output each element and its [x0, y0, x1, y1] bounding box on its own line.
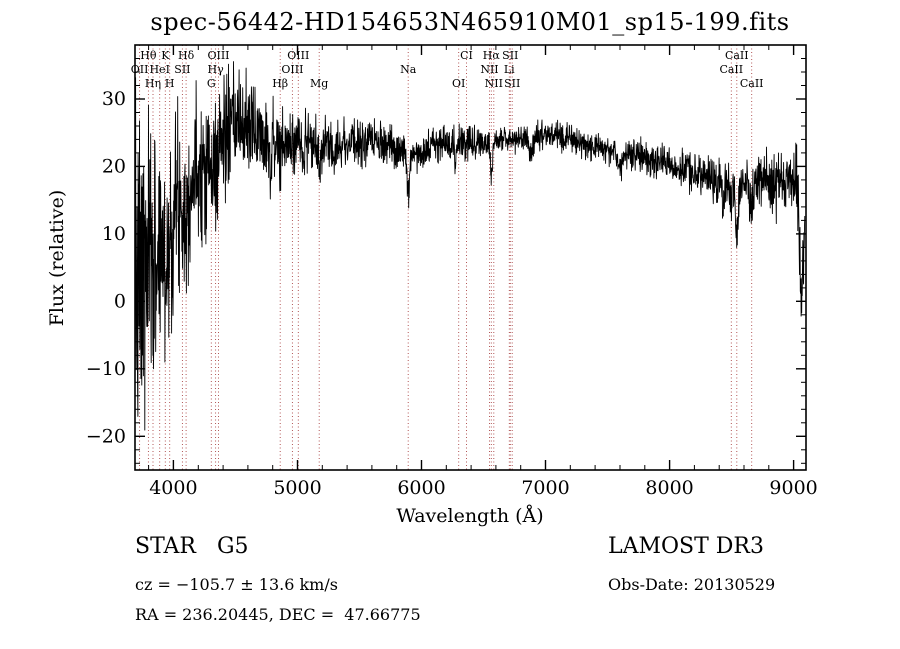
- spectral-line-label: SII: [174, 63, 190, 76]
- spectral-line-label: Hβ: [272, 77, 288, 90]
- spectral-line-label: CaII: [725, 49, 749, 62]
- obs-date-value: Obs-Date: 20130529: [608, 575, 776, 594]
- spectral-line-label: Hθ: [140, 49, 157, 62]
- spectral-line-label: Hδ: [178, 49, 195, 62]
- cz-value: cz = −105.7 ± 13.6 km/s: [135, 575, 338, 594]
- x-tick-label: 9000: [769, 477, 817, 499]
- x-tick-label: 7000: [521, 477, 569, 499]
- spectral-line-label: NII: [480, 63, 498, 76]
- spectrum-trace: [135, 61, 806, 431]
- x-tick-label: 4000: [149, 477, 197, 499]
- y-tick-label: 20: [102, 155, 126, 177]
- y-tick-label: −10: [86, 358, 126, 380]
- plot-title: spec-56442-HD154653N465910M01_sp15-199.f…: [150, 8, 790, 36]
- ra-dec-value: RA = 236.20445, DEC = 47.66775: [135, 605, 421, 624]
- spectral-line-label: K: [161, 49, 170, 62]
- spectral-line-label: OIII: [207, 49, 229, 62]
- spectral-line-label: SII: [502, 49, 518, 62]
- y-tick-label: 10: [102, 223, 126, 245]
- spectral-line-label: H: [165, 77, 175, 90]
- x-tick-label: 8000: [645, 477, 693, 499]
- spectral-line-label: Mg: [310, 77, 328, 90]
- spectral-line-label: OIII: [281, 63, 303, 76]
- x-axis-label: Wavelength (Å): [396, 505, 544, 527]
- spectral-line-label: CI: [460, 49, 473, 62]
- spectral-line-label: Hη: [145, 77, 161, 90]
- y-axis-label: Flux (relative): [46, 189, 68, 327]
- survey-label: LAMOST DR3: [608, 534, 764, 559]
- object-class-label: STAR G5: [135, 534, 249, 559]
- spectral-line-label: NII: [485, 77, 503, 90]
- x-tick-label: 6000: [397, 477, 445, 499]
- spectral-line-label: SII: [504, 77, 520, 90]
- spectral-line-label: OI: [452, 77, 465, 90]
- spectral-line-label: Hγ: [208, 63, 225, 76]
- x-tick-label: 5000: [273, 477, 321, 499]
- plot-frame: [134, 44, 807, 471]
- spectral-line-label: OII: [131, 63, 149, 76]
- spectral-line-label: Hα: [483, 49, 501, 62]
- y-tick-label: −20: [86, 425, 126, 447]
- spectral-line-label: G: [207, 77, 216, 90]
- spectral-line-label: OIII: [287, 49, 309, 62]
- spectral-line-label: Li: [504, 63, 515, 76]
- y-tick-label: 0: [114, 290, 126, 312]
- spectral-line-label: Na: [400, 63, 417, 76]
- spectral-line-label: CaII: [719, 63, 743, 76]
- spectral-line-label: HeI: [149, 63, 169, 76]
- y-tick-label: 30: [102, 88, 126, 110]
- spectral-line-label: CaII: [740, 77, 764, 90]
